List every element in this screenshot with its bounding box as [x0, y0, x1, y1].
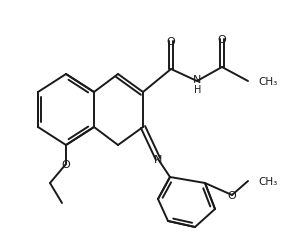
- Text: N: N: [154, 154, 162, 164]
- Text: CH₃: CH₃: [258, 77, 277, 87]
- Text: N: N: [193, 75, 201, 85]
- Text: O: O: [167, 37, 175, 47]
- Text: O: O: [228, 190, 236, 200]
- Text: H: H: [194, 85, 202, 94]
- Text: O: O: [218, 35, 226, 45]
- Text: CH₃: CH₃: [258, 176, 277, 186]
- Text: O: O: [62, 159, 70, 169]
